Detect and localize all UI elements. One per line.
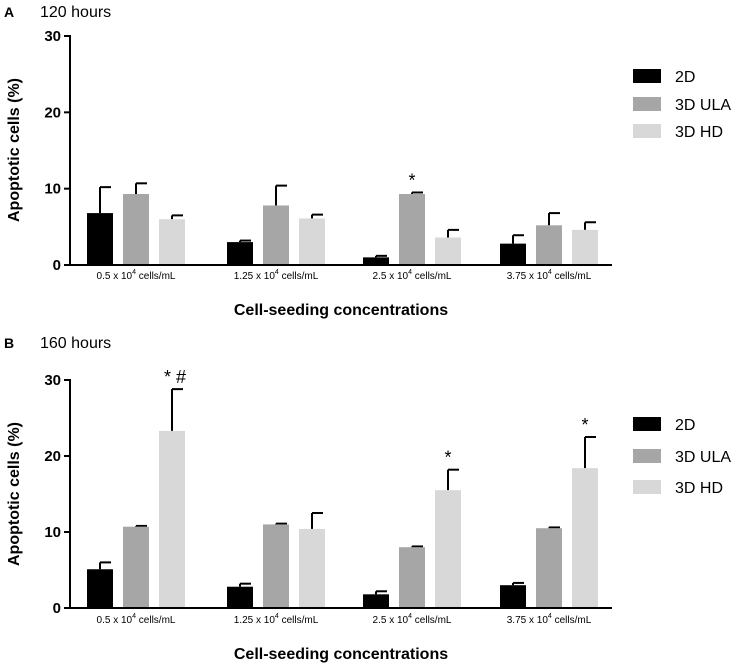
legend-swatch [633,449,661,463]
y-tick-label: 10 [44,524,61,541]
y-axis-label: Apoptotic cells (%) [6,78,23,222]
bar-2d [227,586,253,608]
bar-2d [500,585,526,608]
chart-subtitle: 160 hours [40,335,111,352]
bar-3d-ula [123,526,149,608]
bar-3d-ula [399,194,425,265]
bar-3d-hd [299,528,325,608]
significance-marker: * # [164,367,186,387]
bar-3d-hd [159,219,185,265]
significance-marker: * [408,170,415,190]
bar-2d [500,243,526,265]
bar-3d-hd [435,490,461,608]
bar-3d-ula [536,528,562,608]
chart-panel-a: A 120 hours Apoptotic cells (%) 0 10 20 30 0.5 … [4,4,731,319]
x-category-label: 3.75 x 104 cells/mL [507,613,592,626]
significance-marker: * [581,415,588,435]
bar-2d [363,594,389,608]
bar-2d [87,213,113,265]
bar-3d-hd [299,218,325,265]
legend-swatch [633,97,661,111]
x-category-label: 0.5 x 104 cells/mL [97,269,176,282]
bar-3d-ula [263,205,289,265]
x-category-label: 2.5 x 104 cells/mL [373,613,452,626]
y-axis-label: Apoptotic cells (%) [6,422,23,566]
x-axis-label: Cell-seeding concentrations [234,646,448,663]
x-category-label: 1.25 x 104 cells/mL [234,269,319,282]
legend-label: 2D [675,417,695,434]
legend-label: 2D [675,69,695,86]
bar-3d-hd [572,468,598,608]
x-category-label: 3.75 x 104 cells/mL [507,269,592,282]
y-tick-label: 0 [53,600,61,617]
y-tick-label: 20 [44,104,61,121]
bar-3d-hd [159,430,185,608]
legend-swatch [633,69,661,83]
x-category-label: 1.25 x 104 cells/mL [234,613,319,626]
bar-3d-ula [263,524,289,608]
bar-2d [363,257,389,265]
legend-swatch [633,124,661,138]
x-category-label: 0.5 x 104 cells/mL [97,613,176,626]
panel-label: B [4,335,14,351]
y-tick-label: 10 [44,181,61,198]
significance-marker: * [444,448,451,468]
legend-swatch [633,480,661,494]
bar-2d [87,569,113,608]
y-tick-label: 0 [53,257,61,274]
legend-label: 3D HD [675,124,723,141]
panel-label: A [4,4,14,20]
bar-3d-ula [399,547,425,608]
legend-label: 3D ULA [675,449,731,466]
x-category-label: 2.5 x 104 cells/mL [373,269,452,282]
legend-label: 3D ULA [675,97,731,114]
chart-subtitle: 120 hours [40,4,111,21]
chart-panel-b: B 160 hours Apoptotic cells (%) 0 10 20 30 0.5 … [4,335,731,663]
bar-3d-hd [435,237,461,265]
bar-3d-ula [123,194,149,265]
y-tick-label: 30 [44,28,61,45]
x-axis-label: Cell-seeding concentrations [234,302,448,319]
y-tick-label: 30 [44,372,61,389]
bar-3d-hd [572,229,598,265]
legend-label: 3D HD [675,480,723,497]
bar-3d-ula [536,225,562,265]
y-tick-label: 20 [44,448,61,465]
legend-swatch [633,417,661,431]
bar-2d [227,242,253,265]
